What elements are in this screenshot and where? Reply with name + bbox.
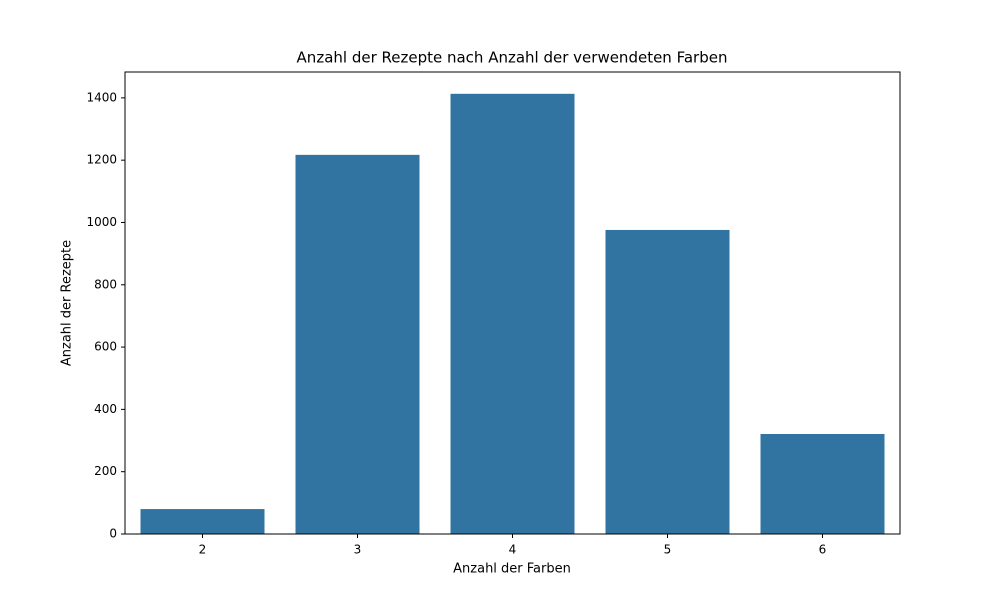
y-tick-label: 1000	[86, 215, 117, 229]
bar	[140, 509, 265, 534]
plot-frame	[124, 71, 901, 535]
bar	[450, 93, 575, 535]
x-tick-label: 3	[354, 543, 362, 557]
x-axis-label: Anzahl der Farben	[453, 562, 571, 577]
y-tick-label: 1200	[86, 153, 117, 167]
y-axis-label: Anzahl der Rezepte	[60, 240, 75, 366]
bar	[295, 154, 420, 534]
y-tick-label: 0	[109, 527, 117, 541]
y-tick-label: 200	[94, 464, 117, 478]
x-tick-label: 2	[199, 543, 207, 557]
y-tick-label: 600	[94, 340, 117, 354]
y-tick-label: 1400	[86, 90, 117, 104]
y-tick-label: 400	[94, 402, 117, 416]
chart-title: Anzahl der Rezepte nach Anzahl der verwe…	[297, 49, 728, 67]
x-tick-label: 6	[819, 543, 827, 557]
x-tick-label: 4	[509, 543, 517, 557]
bar	[760, 433, 885, 534]
bar	[605, 229, 730, 535]
y-tick-label: 800	[94, 277, 117, 291]
x-tick-label: 5	[664, 543, 672, 557]
